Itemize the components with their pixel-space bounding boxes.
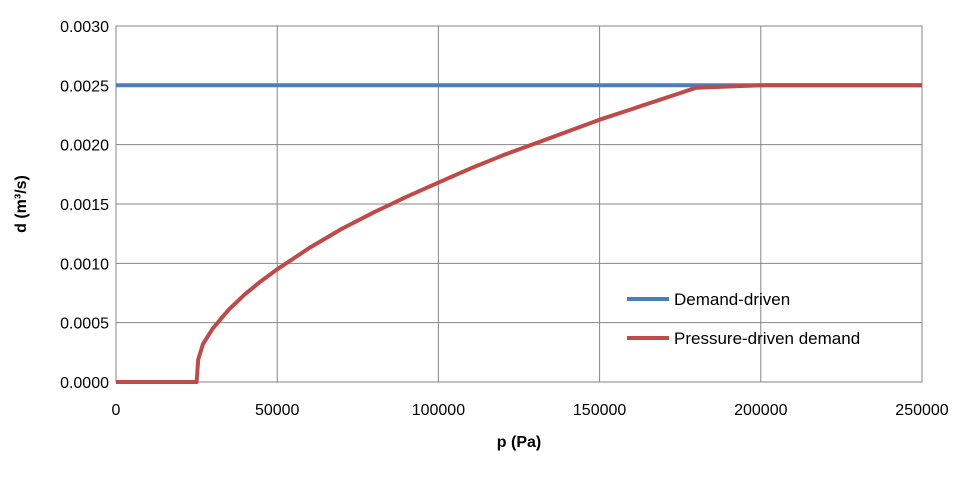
y-tick-label: 0.0020	[60, 138, 109, 155]
x-axis-ticks: 0 50000 100000 150000 200000 250000	[112, 402, 949, 419]
x-tick-label: 100000	[412, 402, 465, 419]
chart-legend: Demand-driven Pressure-driven demand	[627, 290, 860, 348]
y-tick-label: 0.0005	[60, 316, 109, 333]
x-tick-label: 200000	[734, 402, 787, 419]
y-tick-label: 0.0025	[60, 78, 109, 95]
legend-label: Demand-driven	[674, 290, 790, 309]
y-tick-label: 0.0030	[60, 19, 109, 36]
x-tick-label: 250000	[895, 402, 948, 419]
series-line-2	[116, 83, 922, 384]
y-tick-label: 0.0000	[60, 375, 109, 392]
y-axis-ticks: 0.0000 0.0005 0.0010 0.0015 0.0020 0.0025 0.00…	[60, 19, 109, 392]
plot-area-border	[115, 25, 923, 383]
y-tick-label: 0.0010	[60, 256, 109, 273]
y-axis-title: d (m³/s)	[13, 175, 30, 233]
legend-label: Pressure-driven demand	[674, 329, 860, 348]
x-axis-title: p (Pa)	[497, 434, 541, 451]
y-tick-label: 0.0015	[60, 197, 109, 214]
x-tick-label: 0	[112, 402, 121, 419]
x-tick-label: 150000	[573, 402, 626, 419]
x-tick-label: 50000	[255, 402, 300, 419]
series-lines	[116, 83, 922, 384]
